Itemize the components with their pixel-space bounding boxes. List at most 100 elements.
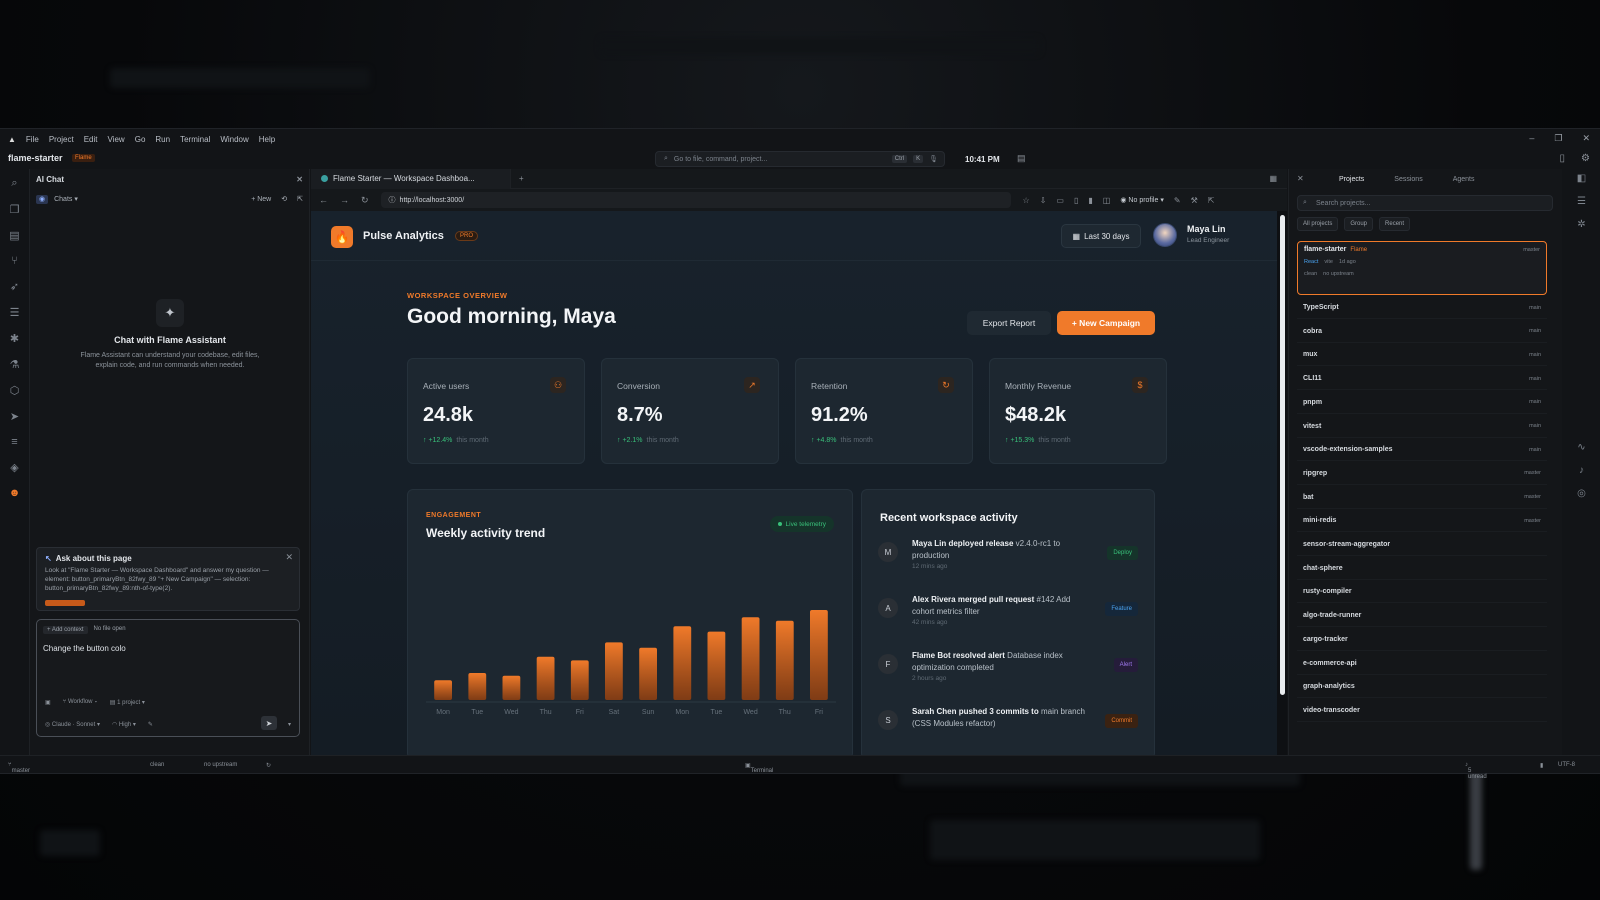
project-list-item[interactable]: TypeScript main [1297, 297, 1547, 319]
menu-file[interactable]: File [25, 134, 39, 144]
send-button[interactable]: ➤ [261, 716, 277, 730]
workflow-dropdown[interactable]: ⑂ Workflow ▾ [62, 699, 98, 705]
terminal-toggle[interactable]: ▣ Terminal [745, 763, 774, 774]
search-icon[interactable]: ⌕ [11, 177, 18, 189]
project-list-item[interactable]: chat-sphere [1297, 558, 1547, 580]
encoding-label[interactable]: UTF-8 [1558, 762, 1575, 768]
document-icon[interactable]: ▤ [9, 230, 20, 242]
activity-item[interactable]: M Maya Lin deployed release v2.4.0-rc1 t… [878, 538, 1138, 578]
download-icon[interactable]: ⇩ [1039, 195, 1047, 205]
project-dropdown[interactable]: ▤ 1 project ▾ [109, 700, 145, 706]
active-project-card[interactable]: flame-starter Flame master React vite 1d … [1297, 241, 1547, 295]
send-options-icon[interactable]: ▾ [287, 722, 291, 728]
project-list-item[interactable]: vitest main [1297, 416, 1547, 438]
tab-projects[interactable]: Projects [1339, 175, 1365, 183]
star-icon[interactable]: ☆ [1022, 195, 1030, 205]
project-list-item[interactable]: rusty-compiler [1297, 581, 1547, 604]
menu-edit[interactable]: Edit [83, 134, 98, 144]
new-chat-button[interactable]: + New [251, 195, 272, 203]
close-icon[interactable]: ✕ [1297, 174, 1304, 183]
flask-icon[interactable]: ⚗ [9, 359, 20, 371]
project-list-item[interactable]: bat master [1297, 487, 1547, 509]
panel-toggle-icon[interactable]: ▯ [1559, 153, 1566, 164]
reload-icon[interactable]: ↻ [361, 194, 369, 205]
rocket-icon[interactable]: ➶ [9, 281, 20, 293]
desktop-icon[interactable]: ▭ [1056, 195, 1064, 205]
project-list-item[interactable]: pnpm main [1297, 392, 1547, 414]
mic-icon[interactable]: 🎙 [929, 156, 938, 163]
stack-icon[interactable]: ☰ [1577, 196, 1586, 207]
project-list-item[interactable]: e-commerce-api [1297, 653, 1547, 675]
project-list-item[interactable]: sensor-stream-aggregator [1297, 534, 1547, 556]
menu-project[interactable]: Project [48, 134, 74, 144]
tools-icon[interactable]: ✎ [147, 722, 153, 728]
menu-go[interactable]: Go [134, 134, 146, 144]
list-icon[interactable]: ☰ [9, 307, 20, 319]
export-report-button[interactable]: Export Report [967, 311, 1051, 335]
project-list-item[interactable]: CLI11 main [1297, 368, 1547, 391]
profile-dropdown[interactable]: ◉ No profile ▾ [1120, 197, 1164, 204]
layout-icon[interactable]: ◧ [1576, 173, 1587, 184]
chat-input-text[interactable]: Change the button colo [43, 644, 126, 653]
menu-view[interactable]: View [107, 134, 125, 144]
browser-tab[interactable]: Flame Starter — Workspace Dashboa... [311, 168, 511, 189]
filter-group[interactable]: Group [1344, 217, 1374, 231]
notifications-status[interactable]: ♪ 5 unread [1465, 762, 1487, 780]
projects-search-input[interactable]: ⌕ Search projects... [1297, 195, 1553, 211]
settings-icon[interactable]: ⚙ [1581, 153, 1590, 164]
menu-run[interactable]: Run [155, 134, 171, 144]
files-icon[interactable]: ❐ [9, 204, 20, 216]
bug-icon[interactable]: ✱ [9, 333, 20, 345]
menu-help[interactable]: Help [258, 134, 276, 144]
project-list-item[interactable]: ripgrep master [1297, 463, 1547, 485]
activity-item[interactable]: S Sarah Chen pushed 3 commits to main br… [878, 706, 1138, 746]
close-icon[interactable]: ✕ [1582, 133, 1590, 143]
close-icon[interactable]: ✕ [296, 174, 303, 184]
avatar[interactable] [1153, 223, 1177, 247]
model-dropdown[interactable]: ◎ Claude · Sonnet ▾ [45, 722, 100, 728]
project-name[interactable]: flame-starter [8, 153, 63, 163]
scrollbar-thumb[interactable] [1280, 215, 1285, 695]
filter-all-projects[interactable]: All projects [1297, 217, 1339, 231]
page-context-card[interactable]: ↖ Ask about this page Look at "Flame Star… [36, 547, 300, 611]
project-list-item[interactable]: mux main [1297, 344, 1547, 367]
menu-window[interactable]: Window [220, 134, 249, 144]
new-tab-button[interactable]: + [519, 174, 524, 183]
new-campaign-button[interactable]: + New Campaign [1057, 311, 1155, 335]
project-list-item[interactable]: cobra main [1297, 321, 1547, 343]
minimize-icon[interactable]: – [1529, 133, 1535, 143]
status-branch[interactable]: ⑂ master [8, 762, 30, 774]
menu-terminal[interactable]: Terminal [180, 134, 211, 144]
wrench-icon[interactable]: ⚒ [1190, 195, 1198, 205]
activity-pulse-icon[interactable]: ∿ [1577, 442, 1586, 453]
split-icon[interactable]: ◫ [1102, 195, 1111, 205]
mobile-icon[interactable]: ▮ [1088, 195, 1093, 205]
add-context-button[interactable]: + Add context [43, 626, 88, 634]
calendar-icon[interactable]: ▤ [1017, 153, 1026, 163]
back-icon[interactable]: ← [319, 195, 328, 205]
address-bar[interactable]: ⓘ http://localhost:3000/ [380, 192, 1011, 208]
open-external-icon[interactable]: ⇱ [1207, 195, 1215, 205]
project-list-item[interactable]: mini-redis master [1297, 510, 1547, 533]
project-list-item[interactable]: vscode-extension-samples main [1297, 439, 1547, 462]
open-external-icon[interactable]: ⇱ [297, 196, 303, 203]
robot-icon[interactable]: ☻ [8, 487, 21, 499]
project-list-item[interactable]: graph-analytics [1297, 676, 1547, 699]
git-branch-icon[interactable]: ⑂ [11, 255, 18, 267]
attach-icon[interactable]: ▣ [45, 700, 51, 706]
command-palette[interactable]: ⌕ Go to file, command, project... Ctrl K… [655, 151, 945, 167]
effort-dropdown[interactable]: ◠ High ▾ [111, 722, 136, 728]
tablet-icon[interactable]: ▯ [1073, 195, 1079, 205]
date-range-button[interactable]: ▦ Last 30 days [1061, 224, 1141, 248]
package-icon[interactable]: ⬡ [9, 385, 20, 397]
tab-sessions[interactable]: Sessions [1394, 175, 1423, 183]
project-list-item[interactable]: algo-trade-runner [1297, 605, 1547, 628]
bell-icon[interactable]: ♪ [1579, 465, 1584, 476]
chat-input[interactable]: + Add context No file open Change the bu… [36, 619, 300, 737]
puzzle-icon[interactable]: ✲ [1577, 219, 1586, 230]
close-icon[interactable]: ✕ [285, 552, 293, 562]
devtools-icon[interactable]: ✎ [1173, 195, 1181, 205]
maximize-icon[interactable]: ❐ [1554, 133, 1563, 143]
activity-item[interactable]: F Flame Bot resolved alert Database inde… [878, 650, 1138, 690]
project-list-item[interactable]: cargo-tracker [1297, 629, 1547, 651]
